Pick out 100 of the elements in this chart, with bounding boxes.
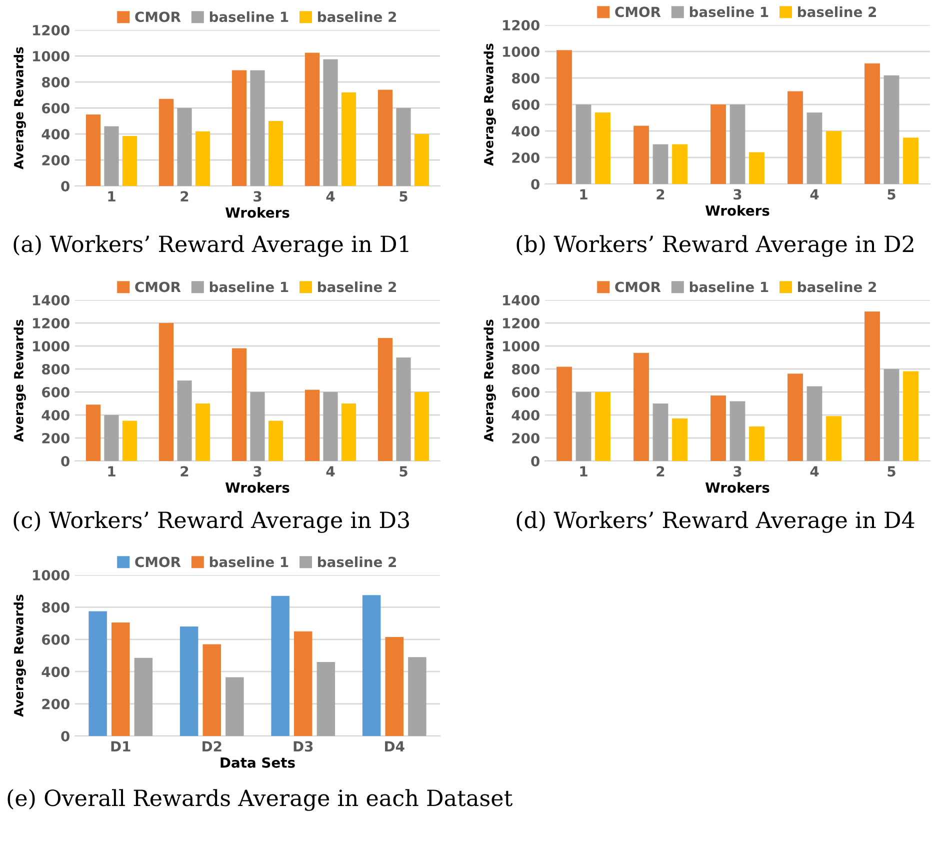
legend-label: baseline 1 xyxy=(210,11,288,22)
bar xyxy=(826,416,842,461)
bar xyxy=(232,70,247,186)
bar xyxy=(271,596,290,736)
x-tick-label: 5 xyxy=(888,466,896,477)
text: (a) Workers’ Reward Average in D1 xyxy=(14,235,408,257)
bar xyxy=(730,104,746,184)
bar xyxy=(202,644,221,736)
legend-label: CMOR xyxy=(135,282,181,292)
y-tick-label: 200 xyxy=(42,698,70,710)
bar xyxy=(408,657,426,736)
y-tick-label: 200 xyxy=(512,432,540,444)
x-tick-label: 1 xyxy=(108,466,116,476)
x-tick-label: 5 xyxy=(400,191,408,202)
y-tick-label: 600 xyxy=(512,386,540,398)
bar xyxy=(788,91,803,184)
x-tick-label: D3 xyxy=(294,741,313,752)
bar xyxy=(730,401,746,461)
bar xyxy=(134,658,153,736)
bar xyxy=(414,134,430,186)
x-tick-label: D2 xyxy=(202,741,222,752)
y-tick-label: 200 xyxy=(42,432,70,444)
bar xyxy=(788,374,803,461)
text: (d) Workers’ Reward Average in D4 xyxy=(516,511,914,533)
bar xyxy=(864,312,880,461)
y-axis-title: Average Rewards xyxy=(484,44,496,166)
y-tick-label: 600 xyxy=(42,102,70,114)
legend-label: baseline 2 xyxy=(798,6,876,18)
legend-label: baseline 1 xyxy=(690,6,768,18)
bar xyxy=(268,121,284,186)
x-tick-label: 1 xyxy=(108,191,116,202)
y-axis-title: Average Rewards xyxy=(14,594,26,717)
bar xyxy=(864,63,880,184)
x-tick-label: 2 xyxy=(180,466,188,476)
bar xyxy=(884,75,900,184)
bar xyxy=(556,366,572,461)
bar xyxy=(396,358,411,461)
bar xyxy=(341,404,356,461)
y-tick-label: 200 xyxy=(512,152,540,163)
x-tick-label: 3 xyxy=(734,466,742,477)
y-axis-title: Average Rewards xyxy=(14,47,26,170)
x-axis-title: Wrokers xyxy=(705,482,770,493)
bar xyxy=(672,144,688,184)
y-axis-title: Average Rewards xyxy=(14,320,26,442)
bar xyxy=(884,369,900,461)
x-tick-label: 4 xyxy=(326,191,335,202)
bar xyxy=(749,426,764,461)
y-tick-label: 400 xyxy=(42,666,70,678)
bar xyxy=(341,92,356,186)
bar xyxy=(826,131,842,184)
bar xyxy=(323,392,338,461)
bar xyxy=(232,348,247,461)
bar xyxy=(104,126,119,186)
bar xyxy=(362,595,381,736)
bar xyxy=(88,611,107,736)
bar xyxy=(86,404,101,461)
y-tick-label: 1200 xyxy=(33,318,70,328)
legend-label: CMOR xyxy=(615,282,661,292)
bar xyxy=(250,70,265,186)
bar xyxy=(378,90,393,186)
bar xyxy=(576,392,592,461)
legend-label: baseline 2 xyxy=(318,11,396,22)
y-tick-label: 600 xyxy=(42,386,70,398)
x-tick-label: 3 xyxy=(734,189,742,200)
y-tick-label: 200 xyxy=(42,154,70,166)
x-tick-label: 1 xyxy=(580,466,588,476)
x-tick-label: 2 xyxy=(656,466,664,476)
bar xyxy=(556,50,572,184)
bar xyxy=(806,112,822,184)
legend-label: baseline 1 xyxy=(210,556,288,568)
x-tick-label: 1 xyxy=(580,189,588,200)
text: (e) Overall Rewards Average in each Dataset xyxy=(8,789,513,811)
y-tick-label: 0 xyxy=(531,456,540,466)
bar xyxy=(385,636,404,736)
text: (b) Workers’ Reward Average in D2 xyxy=(516,235,914,257)
y-tick-label: 600 xyxy=(42,634,70,645)
legend-label: CMOR xyxy=(615,6,661,18)
y-tick-label: 0 xyxy=(61,730,70,742)
x-tick-label: 3 xyxy=(254,191,262,202)
bar xyxy=(323,59,338,186)
legend-label: baseline 1 xyxy=(690,281,768,292)
y-tick-label: 1200 xyxy=(33,24,70,36)
bar xyxy=(595,112,610,184)
bar xyxy=(652,144,668,184)
y-tick-label: 1000 xyxy=(33,340,70,352)
bar xyxy=(177,108,192,186)
x-tick-label: 5 xyxy=(400,466,408,477)
bar xyxy=(903,138,918,184)
text: (c) Workers’ Reward Average in D3 xyxy=(14,511,409,533)
bar xyxy=(378,338,393,461)
y-tick-label: 600 xyxy=(512,99,540,110)
bar xyxy=(250,392,265,461)
y-tick-label: 1400 xyxy=(33,294,70,306)
y-tick-label: 0 xyxy=(61,456,70,466)
legend-label: CMOR xyxy=(135,12,181,22)
y-tick-label: 1400 xyxy=(503,294,540,306)
y-tick-label: 800 xyxy=(42,364,70,374)
x-tick-label: 2 xyxy=(656,189,664,200)
bar xyxy=(294,631,312,736)
y-tick-label: 400 xyxy=(42,410,70,420)
